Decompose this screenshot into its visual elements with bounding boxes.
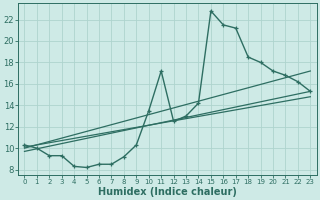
X-axis label: Humidex (Indice chaleur): Humidex (Indice chaleur) — [98, 187, 237, 197]
